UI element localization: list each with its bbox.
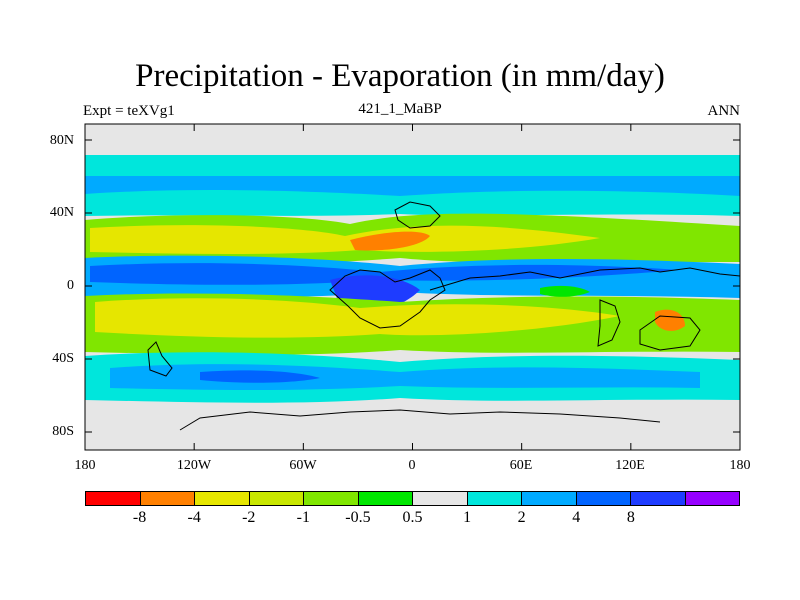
colorbar-box [575, 492, 630, 505]
colorbar-box [521, 492, 576, 505]
y-label-40n: 40N [49, 205, 74, 220]
x-label-180e: 180 [729, 458, 751, 473]
x-label-180w: 180 [74, 458, 96, 473]
y-label-40s: 40S [52, 351, 74, 366]
colorbar-box [248, 492, 303, 505]
map-field [85, 124, 740, 450]
colorbar-label: 1 [463, 509, 472, 526]
experiment-label: Expt = teXVg1 [83, 103, 175, 119]
colorbar-label: 2 [517, 509, 526, 526]
colorbar-box [86, 492, 140, 505]
colorbar-label: -0.5 [345, 509, 371, 526]
x-label-0: 0 [408, 458, 416, 473]
colorbar-label: 8 [626, 509, 635, 526]
time-label: 421_1_MaBP [358, 101, 442, 117]
x-label-60e: 60E [509, 458, 533, 473]
colorbar-label: -1 [296, 509, 310, 526]
y-label-80n: 80N [49, 133, 74, 148]
y-label-eq: 0 [67, 278, 74, 293]
colorbar-box [194, 492, 249, 505]
colorbar-box [303, 492, 358, 505]
colorbar-box [412, 492, 467, 505]
x-label-120w: 120W [176, 458, 212, 473]
colorbar-box [466, 492, 521, 505]
colorbar-label: 0.5 [402, 509, 423, 526]
colorbar-box [684, 492, 739, 505]
colorbar-label: 4 [572, 509, 581, 526]
map-title: Precipitation - Evaporation (in mm/day) [135, 58, 665, 94]
colorbar-label: -8 [132, 509, 147, 526]
season-label: ANN [707, 103, 741, 119]
colorbar-label: -2 [242, 509, 256, 526]
colorbar-box [357, 492, 412, 505]
x-label-120e: 120E [615, 458, 645, 473]
colorbar [85, 491, 740, 506]
x-label-60w: 60W [289, 458, 317, 473]
y-label-80s: 80S [52, 424, 74, 439]
colorbar-label: -4 [187, 509, 201, 526]
colorbar-box [139, 492, 194, 505]
colorbar-box [630, 492, 685, 505]
